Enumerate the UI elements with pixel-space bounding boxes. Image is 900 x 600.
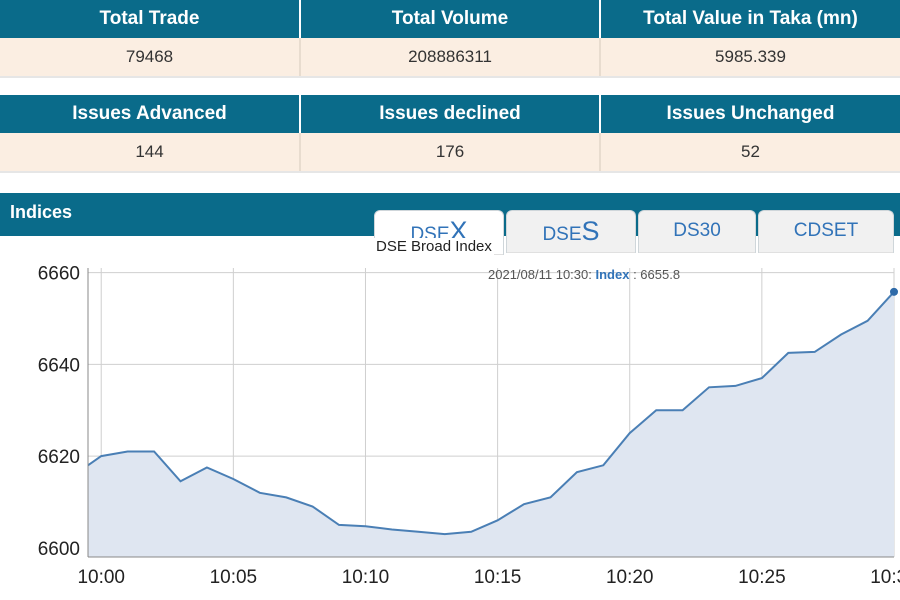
index-series-line <box>87 291 895 536</box>
total-value-value: 5985.339 <box>600 38 900 78</box>
indices-title: Indices <box>10 202 73 222</box>
chart-title: DSE Broad Index <box>374 238 494 255</box>
market-summary-table: Total Trade Total Volume Total Value in … <box>0 0 900 78</box>
total-volume-value: 208886311 <box>300 38 601 78</box>
y-tick-label: 6660 <box>38 264 80 285</box>
y-tick-label: 6600 <box>38 539 80 560</box>
tab-ds30[interactable]: DS30 <box>638 210 756 253</box>
total-trade-header: Total Trade <box>0 0 301 38</box>
issues-declined-value: 176 <box>300 133 601 173</box>
issues-summary-table: Issues Advanced Issues declined Issues U… <box>0 95 900 173</box>
x-tick-label: 10:05 <box>210 567 258 588</box>
chart-axes <box>87 268 894 558</box>
market-summary-header-row: Total Trade Total Volume Total Value in … <box>0 0 900 38</box>
issues-unchanged-header: Issues Unchanged <box>600 95 900 133</box>
issues-declined-header: Issues declined <box>300 95 601 133</box>
issues-advanced-header: Issues Advanced <box>0 95 301 133</box>
index-tooltip: 2021/08/11 10:30: Index : 6655.8 <box>488 267 680 282</box>
total-trade-value: 79468 <box>0 38 301 78</box>
tooltip-timestamp: 2021/08/11 10:30: <box>488 267 592 282</box>
total-volume-header: Total Volume <box>300 0 601 38</box>
tab-dses-prefix: DSE <box>542 224 582 245</box>
tab-dses-suffix: S <box>581 216 600 246</box>
index-area-fill <box>88 291 894 557</box>
index-chart[interactable]: 10:00 10:05 10:10 10:15 10:20 10:25 10:30 6600 6… <box>0 250 900 600</box>
tab-dses[interactable]: DSES <box>506 210 636 253</box>
index-chart-svg[interactable]: 10:00 10:05 10:10 10:15 10:20 10:25 10:30 6600 6… <box>0 250 900 600</box>
tab-ds30-label: DS30 <box>673 220 721 241</box>
tooltip-value: : 6655.8 <box>633 267 680 282</box>
tab-cdset[interactable]: CDSET <box>758 210 894 253</box>
y-tick-label: 6620 <box>38 447 80 468</box>
x-tick-label: 10:15 <box>474 567 522 588</box>
issues-value-row: 144 176 52 <box>0 133 900 173</box>
index-last-point[interactable] <box>890 287 898 296</box>
x-tick-label: 10:25 <box>738 567 786 588</box>
x-tick-label: 10:10 <box>342 567 390 588</box>
issues-advanced-value: 144 <box>0 133 301 173</box>
issues-unchanged-value: 52 <box>600 133 900 173</box>
y-tick-label: 6640 <box>38 355 80 376</box>
issues-header-row: Issues Advanced Issues declined Issues U… <box>0 95 900 133</box>
x-tick-label: 10:30 <box>870 567 900 588</box>
market-summary-value-row: 79468 208886311 5985.339 <box>0 38 900 78</box>
chart-tick-labels: 10:00 10:05 10:10 10:15 10:20 10:25 10:30 6600 6… <box>38 264 900 588</box>
tab-cdset-label: CDSET <box>793 220 859 241</box>
x-tick-label: 10:00 <box>77 567 125 588</box>
tooltip-label: Index <box>595 267 630 282</box>
x-tick-label: 10:20 <box>606 567 654 588</box>
total-value-header: Total Value in Taka (mn) <box>600 0 900 38</box>
